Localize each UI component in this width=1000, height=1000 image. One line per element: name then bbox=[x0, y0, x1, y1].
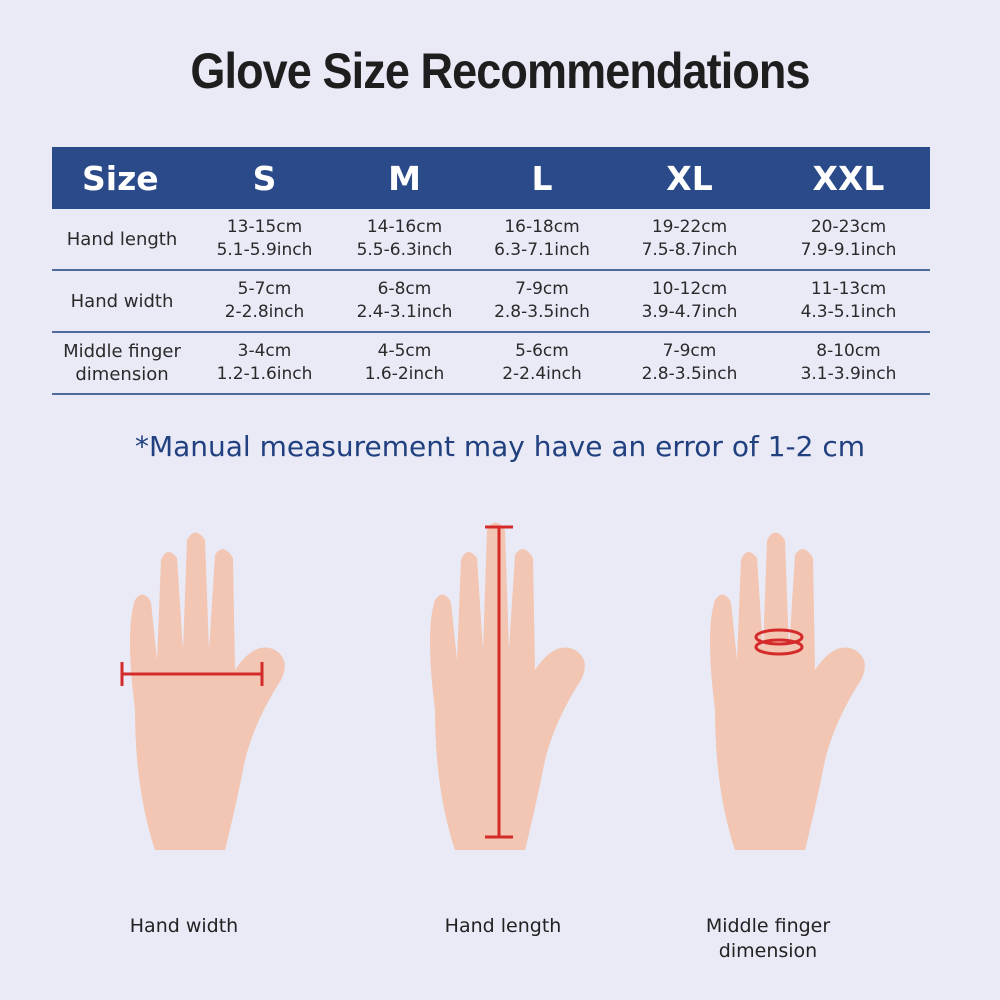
row-label: Middle finger dimension bbox=[52, 332, 192, 395]
table-header-row: Size S M L XL XXL bbox=[52, 147, 930, 209]
header-xxl: XXL bbox=[767, 147, 930, 209]
cell-cm: 11-13cm bbox=[810, 279, 887, 299]
cell-cm: 13-15cm bbox=[226, 217, 303, 237]
table-row: Middle finger dimension 3-4cm 1.2-1.6inch 4… bbox=[52, 332, 930, 395]
cell-cm: 4-5cm bbox=[377, 341, 432, 361]
table-cell: 10-12cm 3.9-4.7inch bbox=[612, 270, 767, 333]
table-cell: 5-7cm 2-2.8inch bbox=[192, 270, 337, 333]
cell-cm: 19-22cm bbox=[651, 217, 728, 237]
cell-inch: 3.1-3.9inch bbox=[800, 364, 897, 384]
measurement-note: *Manual measurement may have an error of… bbox=[134, 430, 866, 463]
table-cell: 13-15cm 5.1-5.9inch bbox=[192, 209, 337, 271]
cell-cm: 14-16cm bbox=[366, 217, 443, 237]
hand-width-illustration bbox=[120, 532, 285, 850]
header-s: S bbox=[192, 147, 337, 209]
table-cell: 3-4cm 1.2-1.6inch bbox=[192, 332, 337, 395]
cell-cm: 16-18cm bbox=[504, 217, 580, 237]
cell-inch: 6.3-7.1inch bbox=[494, 240, 590, 260]
cell-inch: 5.1-5.9inch bbox=[216, 240, 313, 260]
caption-middle-finger: Middle finger dimension bbox=[638, 914, 898, 964]
cell-inch: 2-2.4inch bbox=[502, 364, 582, 384]
width-marker-icon bbox=[120, 662, 264, 686]
table-cell: 19-22cm 7.5-8.7inch bbox=[612, 209, 767, 271]
cell-cm: 5-7cm bbox=[237, 279, 292, 299]
caption-hand-width: Hand width bbox=[129, 915, 239, 937]
cell-cm: 7-9cm bbox=[662, 341, 717, 361]
header-xl: XL bbox=[612, 147, 767, 209]
cell-inch: 7.9-9.1inch bbox=[800, 240, 897, 260]
header-m: M bbox=[337, 147, 472, 209]
table-cell: 14-16cm 5.5-6.3inch bbox=[337, 209, 472, 271]
finger-ring-icon bbox=[754, 628, 804, 656]
page-title: Glove Size Recommendations bbox=[190, 43, 810, 99]
table-cell: 7-9cm 2.8-3.5inch bbox=[612, 332, 767, 395]
cell-inch: 2.8-3.5inch bbox=[494, 302, 590, 322]
cell-inch: 4.3-5.1inch bbox=[800, 302, 897, 322]
cell-cm: 7-9cm bbox=[515, 279, 569, 299]
table-row: Hand length 13-15cm 5.1-5.9inch 14-16cm 5.5-… bbox=[52, 209, 930, 271]
cell-inch: 1.6-2inch bbox=[364, 364, 445, 384]
middle-finger-illustration bbox=[710, 532, 865, 850]
hand-icon bbox=[430, 522, 585, 850]
table-cell: 11-13cm 4.3-5.1inch bbox=[767, 270, 930, 333]
header-l: L bbox=[472, 147, 612, 209]
hand-icon bbox=[710, 532, 865, 850]
table-cell: 20-23cm 7.9-9.1inch bbox=[767, 209, 930, 271]
table-cell: 7-9cm 2.8-3.5inch bbox=[472, 270, 612, 333]
size-table: Size S M L XL XXL Hand length 13-15cm 5.1-… bbox=[52, 147, 930, 395]
cell-inch: 3.9-4.7inch bbox=[641, 302, 738, 322]
table-cell: 4-5cm 1.6-2inch bbox=[337, 332, 472, 395]
cell-cm: 8-10cm bbox=[816, 341, 881, 361]
hand-length-illustration bbox=[430, 522, 585, 850]
cell-cm: 5-6cm bbox=[515, 341, 569, 361]
cell-cm: 6-8cm bbox=[377, 279, 432, 299]
cell-cm: 3-4cm bbox=[237, 341, 292, 361]
table-cell: 5-6cm 2-2.4inch bbox=[472, 332, 612, 395]
cell-inch: 1.2-1.6inch bbox=[216, 364, 313, 384]
cell-cm: 20-23cm bbox=[810, 217, 887, 237]
row-label: Hand width bbox=[52, 270, 192, 333]
cell-inch: 7.5-8.7inch bbox=[641, 240, 738, 260]
caption-middle-finger-text: Middle finger dimension bbox=[705, 915, 831, 962]
length-marker-icon bbox=[485, 525, 513, 839]
row-label: Hand length bbox=[52, 209, 192, 271]
table-row: Hand width 5-7cm 2-2.8inch 6-8cm 2.4-3.1inch… bbox=[52, 270, 930, 333]
table-cell: 6-8cm 2.4-3.1inch bbox=[337, 270, 472, 333]
cell-inch: 2.4-3.1inch bbox=[356, 302, 453, 322]
caption-hand-length: Hand length bbox=[444, 915, 562, 937]
cell-inch: 2-2.8inch bbox=[224, 302, 305, 322]
hand-icon bbox=[130, 532, 285, 850]
header-size: Size bbox=[52, 147, 192, 209]
cell-inch: 5.5-6.3inch bbox=[356, 240, 453, 260]
table-cell: 8-10cm 3.1-3.9inch bbox=[767, 332, 930, 395]
table-cell: 16-18cm 6.3-7.1inch bbox=[472, 209, 612, 271]
cell-inch: 2.8-3.5inch bbox=[641, 364, 738, 384]
cell-cm: 10-12cm bbox=[651, 279, 728, 299]
